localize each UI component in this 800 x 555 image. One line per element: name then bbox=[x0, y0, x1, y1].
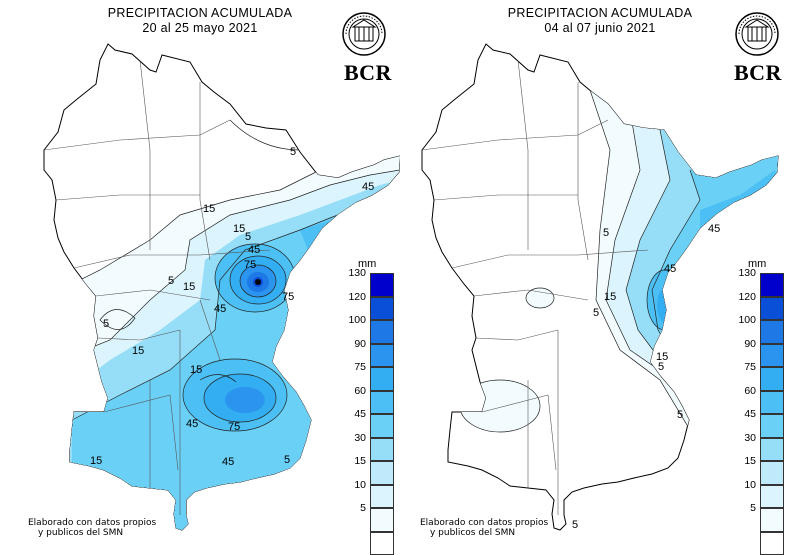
legend-swatch bbox=[760, 367, 784, 391]
legend-tick-label: 130 bbox=[346, 267, 366, 279]
legend-tick-label: 5 bbox=[736, 502, 756, 514]
legend-tick-label: 120 bbox=[736, 291, 756, 303]
legend-swatch bbox=[370, 344, 394, 368]
contour-label: 5 bbox=[572, 519, 578, 531]
legend-tick-label: 45 bbox=[736, 408, 756, 420]
legend-tick-label: 90 bbox=[736, 338, 756, 350]
panel-june: PRECIPITACION ACUMULADA 04 al 07 junio 2… bbox=[400, 0, 800, 543]
legend-tick-label: 45 bbox=[346, 408, 366, 420]
contour-label: 75 bbox=[228, 421, 240, 433]
contour-label: 15 bbox=[190, 364, 202, 376]
contour-label: 5 bbox=[290, 146, 296, 158]
credit: Elaborado con datos propios y publicos d… bbox=[28, 518, 156, 538]
contour-label: 5 bbox=[603, 227, 609, 239]
contour-label: 5 bbox=[168, 275, 174, 287]
contour-label: 15 bbox=[183, 281, 195, 293]
legend-tick-label: 60 bbox=[736, 385, 756, 397]
contour-label: 5 bbox=[103, 318, 109, 330]
contour-label: 5 bbox=[658, 361, 664, 373]
contour-label: 5 bbox=[245, 231, 251, 243]
legend-tick-label: 30 bbox=[346, 432, 366, 444]
precipitation-map: 5 15 45 75 5 15 45 75 15 5 5 15 45 75 15… bbox=[0, 0, 400, 543]
legend-tick-label: 10 bbox=[736, 479, 756, 491]
panel-may: PRECIPITACION ACUMULADA 20 al 25 mayo 20… bbox=[0, 0, 400, 543]
contour-label: 15 bbox=[132, 345, 144, 357]
contour-label: 45 bbox=[222, 456, 234, 468]
contour-label: 45 bbox=[708, 223, 720, 235]
legend-tick-label: 15 bbox=[346, 455, 366, 467]
legend-tick-label: 90 bbox=[346, 338, 366, 350]
legend-swatch bbox=[370, 532, 394, 555]
legend-swatch bbox=[370, 391, 394, 415]
legend-swatch bbox=[370, 485, 394, 509]
contour-label: 15 bbox=[203, 203, 215, 215]
legend-tick-label: 10 bbox=[346, 479, 366, 491]
legend-tick-label: 5 bbox=[346, 502, 366, 514]
legend-swatch bbox=[370, 297, 394, 321]
legend-swatch bbox=[370, 414, 394, 438]
contour-label: 75 bbox=[244, 259, 256, 271]
legend-swatch bbox=[370, 438, 394, 462]
contour-label: 15 bbox=[604, 291, 616, 303]
contour-label: 5 bbox=[284, 454, 290, 466]
legend-swatch bbox=[370, 461, 394, 485]
legend-swatch bbox=[760, 508, 784, 532]
legend-tick-label: 75 bbox=[346, 361, 366, 373]
legend-swatch bbox=[370, 508, 394, 532]
legend-tick-label: 100 bbox=[736, 314, 756, 326]
contour-label: 45 bbox=[362, 181, 374, 193]
legend-tick-label: 100 bbox=[346, 314, 366, 326]
credit: Elaborado con datos propios y publicos d… bbox=[420, 518, 548, 538]
legend-tick-label: 130 bbox=[736, 267, 756, 279]
legend-swatch bbox=[760, 485, 784, 509]
contour-label: 5 bbox=[677, 409, 683, 421]
contour-label: 45 bbox=[214, 303, 226, 315]
legend-tick-label: 15 bbox=[736, 455, 756, 467]
legend-tick-label: 30 bbox=[736, 432, 756, 444]
legend-swatch bbox=[760, 297, 784, 321]
legend-tick-label: 120 bbox=[346, 291, 366, 303]
legend-swatch bbox=[760, 344, 784, 368]
legend-swatch bbox=[760, 320, 784, 344]
legend-tick-label: 60 bbox=[346, 385, 366, 397]
legend-swatch bbox=[370, 273, 394, 297]
legend-swatch bbox=[370, 367, 394, 391]
contour-label: 45 bbox=[664, 263, 676, 275]
contour-label: 15 bbox=[90, 455, 102, 467]
legend-swatch bbox=[760, 273, 784, 297]
contour-label: 15 bbox=[233, 223, 245, 235]
legend-tick-label: 75 bbox=[736, 361, 756, 373]
legend-swatch bbox=[760, 438, 784, 462]
legend-swatch bbox=[760, 391, 784, 415]
contour-label: 5 bbox=[593, 307, 599, 319]
legend-swatch bbox=[760, 461, 784, 485]
legend-swatch bbox=[760, 414, 784, 438]
contour-label: 45 bbox=[186, 418, 198, 430]
legend-swatch bbox=[370, 320, 394, 344]
contour-label: 45 bbox=[248, 244, 260, 256]
legend-swatch bbox=[760, 532, 784, 555]
contour-label: 75 bbox=[282, 291, 294, 303]
